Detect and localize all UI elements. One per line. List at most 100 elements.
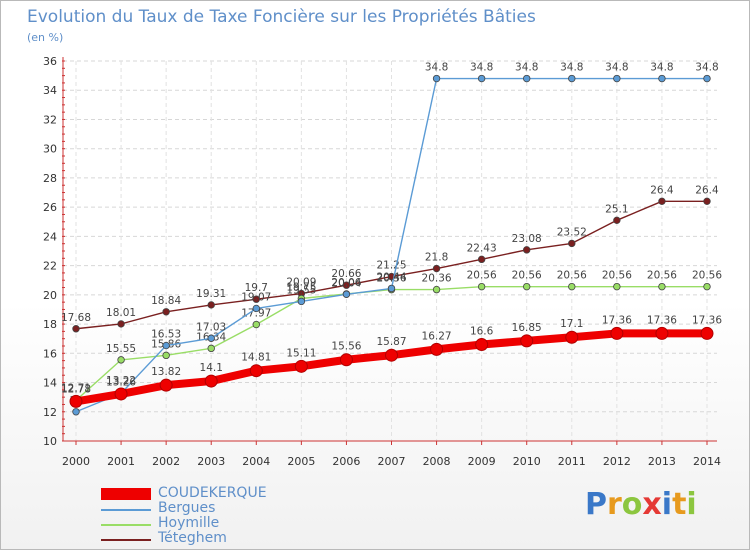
legend-label-hoymille: Hoymille (158, 515, 220, 531)
data-label-hoymille: 20.56 (647, 270, 677, 282)
data-point-teteghem (477, 255, 486, 264)
y-tick-label: 30 (43, 143, 57, 156)
legend-swatch-bergues (101, 509, 151, 511)
x-tick-label: 2001 (107, 455, 135, 468)
data-label-bergues: 13.26 (106, 376, 136, 388)
data-label-coudekerque: 16.85 (512, 322, 542, 334)
data-point-hoymille (252, 320, 260, 329)
data-point-coudekerque (565, 330, 579, 344)
legend-label-coudekerque: COUDEKERQUE (158, 485, 267, 501)
logo-letter: i (661, 487, 673, 522)
data-label-teteghem: 20.09 (286, 277, 316, 289)
data-label-coudekerque: 12.71 (61, 382, 91, 394)
data-point-bergues (387, 284, 396, 293)
data-label-coudekerque: 17.36 (602, 314, 632, 326)
data-point-coudekerque (520, 334, 534, 348)
data-point-bergues (162, 341, 170, 350)
data-point-bergues (432, 74, 441, 83)
chart-title: Evolution du Taux de Taxe Foncière sur l… (27, 7, 536, 27)
data-label-teteghem: 25.1 (605, 203, 628, 215)
data-label-teteghem: 26.4 (650, 184, 674, 196)
data-label-bergues: 34.8 (650, 62, 673, 74)
logo-letter: o (621, 487, 643, 522)
data-label-hoymille: 20.56 (557, 270, 587, 282)
data-label-coudekerque: 15.11 (286, 347, 316, 359)
y-tick-label: 20 (43, 289, 57, 302)
y-tick-label: 12 (43, 406, 57, 419)
x-tick-label: 2005 (287, 455, 315, 468)
logo-letter: r (607, 487, 622, 522)
data-label-coudekerque: 17.36 (692, 314, 722, 326)
data-point-coudekerque (294, 359, 308, 373)
data-point-teteghem (252, 295, 260, 303)
data-point-coudekerque (159, 378, 173, 392)
data-label-hoymille: 20.36 (376, 273, 406, 285)
data-point-teteghem (703, 197, 711, 206)
data-point-coudekerque (204, 374, 218, 388)
y-tick-label: 10 (43, 435, 57, 448)
y-tick-label: 28 (43, 172, 57, 185)
data-label-hoymille: 20.56 (467, 270, 497, 282)
data-point-hoymille (432, 285, 441, 294)
data-point-coudekerque (610, 326, 624, 340)
data-point-coudekerque (339, 353, 353, 367)
data-point-bergues (703, 74, 711, 83)
data-point-bergues (297, 297, 306, 306)
legend-label-bergues: Bergues (158, 500, 216, 516)
data-point-bergues (477, 74, 486, 83)
data-label-bergues: 34.8 (425, 62, 448, 74)
data-point-coudekerque (475, 338, 489, 352)
data-label-hoymille: 17.97 (241, 308, 271, 320)
data-point-hoymille (477, 282, 486, 291)
legend-swatch-hoymille (101, 524, 151, 526)
data-label-bergues: 17.03 (196, 321, 226, 333)
data-label-teteghem: 19.31 (196, 288, 226, 300)
data-label-coudekerque: 15.56 (331, 341, 361, 353)
data-point-coudekerque (385, 348, 398, 362)
x-tick-label: 2003 (197, 455, 225, 468)
data-label-bergues: 19.07 (241, 291, 271, 303)
data-point-teteghem (162, 308, 170, 316)
x-tick-label: 2007 (378, 455, 406, 468)
data-label-teteghem: 21.8 (425, 252, 448, 264)
proxiti-logo: Proxiti (585, 487, 697, 522)
data-point-hoymille (523, 282, 531, 291)
data-label-teteghem: 18.01 (106, 307, 136, 319)
data-label-hoymille: 15.55 (106, 343, 136, 355)
x-tick-label: 2004 (242, 455, 270, 468)
data-point-hoymille (162, 351, 170, 360)
data-label-bergues: 34.8 (470, 62, 493, 74)
data-point-bergues (342, 290, 351, 298)
logo-letter: P (585, 487, 607, 522)
data-label-teteghem: 18.84 (151, 295, 181, 307)
data-label-bergues: 20.04 (331, 277, 361, 289)
data-point-hoymille (568, 282, 576, 291)
logo-letter: x (642, 487, 662, 522)
data-point-coudekerque (430, 342, 444, 356)
data-label-coudekerque: 13.22 (106, 375, 136, 387)
data-point-hoymille (207, 344, 215, 353)
data-label-teteghem: 17.68 (61, 312, 91, 324)
y-tick-label: 18 (43, 318, 57, 331)
data-point-bergues (207, 334, 215, 342)
data-label-bergues: 19.55 (286, 284, 316, 296)
data-point-teteghem (117, 320, 125, 328)
logo-letter: i (686, 487, 697, 522)
data-point-teteghem (207, 301, 215, 309)
logo-letter: t (672, 487, 687, 522)
x-tick-label: 2012 (603, 455, 631, 468)
data-label-teteghem: 23.52 (557, 226, 587, 238)
data-point-coudekerque (114, 387, 128, 401)
data-label-coudekerque: 17.36 (647, 314, 677, 326)
data-point-bergues (568, 74, 576, 83)
data-label-hoymille: 20.56 (602, 270, 632, 282)
y-tick-label: 24 (43, 230, 57, 243)
x-tick-label: 2009 (468, 455, 496, 468)
x-tick-label: 2000 (62, 455, 90, 468)
data-point-teteghem (568, 239, 576, 248)
legend-label-teteghem: Téteghem (158, 530, 227, 546)
data-label-coudekerque: 14.1 (200, 362, 223, 374)
data-point-coudekerque (700, 326, 714, 340)
y-tick-label: 34 (43, 84, 57, 97)
